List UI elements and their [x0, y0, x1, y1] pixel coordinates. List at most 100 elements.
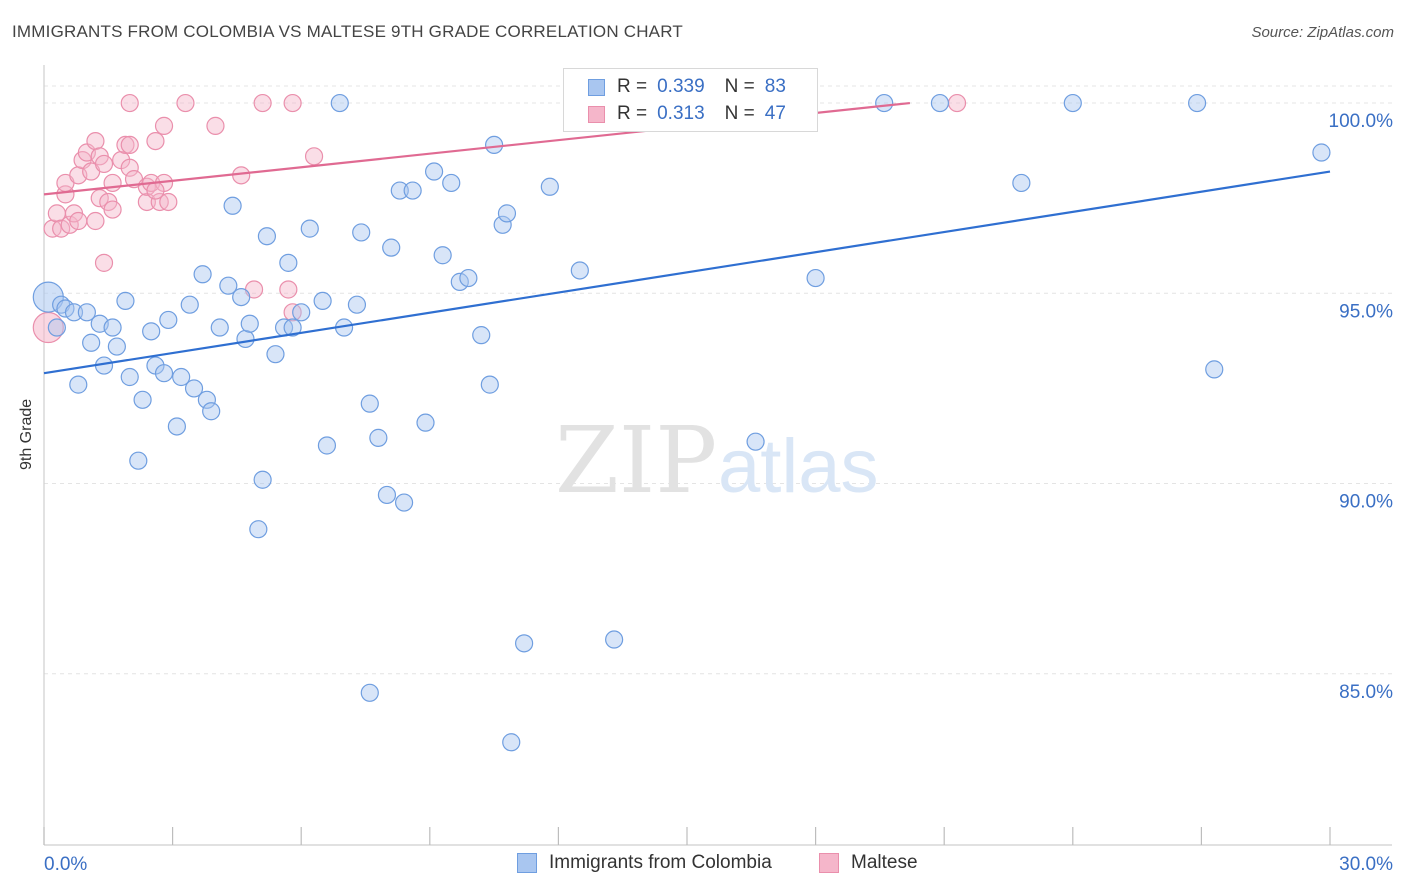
colombia-point: [485, 135, 504, 155]
y-tick-label: 90.0%: [1339, 492, 1393, 513]
legend-item-colombia[interactable]: Immigrants from Colombia: [517, 852, 772, 874]
colombia-point: [472, 326, 491, 345]
maltese-point: [86, 131, 105, 151]
colombia-point: [103, 318, 122, 337]
axes: [43, 65, 1392, 846]
colombia-point: [390, 181, 409, 200]
colombia-point: [253, 470, 272, 489]
colombia-point: [142, 322, 161, 341]
colombia-point: [540, 177, 559, 196]
y-tick-label: 85.0%: [1339, 682, 1393, 703]
colombia-point: [1063, 93, 1082, 113]
colombia-point: [202, 402, 221, 421]
colombia-point: [746, 432, 765, 451]
maltese-point: [283, 93, 302, 113]
colombia-point: [223, 196, 242, 215]
maltese-point: [304, 147, 324, 166]
colombia-point: [172, 367, 191, 387]
chart-title: IMMIGRANTS FROM COLOMBIA VS MALTESE 9TH …: [12, 22, 683, 41]
r-value: 0.339: [657, 76, 705, 97]
r-label: R =: [617, 103, 648, 124]
maltese-point: [232, 166, 251, 185]
maltese-legend-label: Maltese: [851, 852, 918, 873]
legend-item-maltese[interactable]: Maltese: [819, 852, 918, 874]
colombia-point: [442, 173, 461, 193]
colombia-legend-label: Immigrants from Colombia: [549, 852, 772, 873]
colombia-point: [347, 295, 367, 314]
y-tick-label: 95.0%: [1339, 301, 1393, 322]
watermark-zip: ZIP: [555, 407, 717, 514]
colombia-point: [360, 683, 379, 702]
colombia-point: [1188, 93, 1207, 113]
colombia-point: [184, 379, 204, 398]
maltese-point: [94, 253, 114, 272]
maltese-point: [52, 219, 71, 238]
maltese-point: [146, 181, 165, 200]
n-value: 83: [764, 76, 786, 97]
colombia-swatch: [588, 78, 605, 96]
colombia-point: [159, 310, 178, 330]
maltese-point: [103, 173, 122, 193]
maltese-point: [159, 192, 178, 212]
colombia-point: [515, 634, 534, 653]
colombia-point: [1312, 143, 1331, 162]
maltese-point: [90, 189, 109, 208]
colombia-point: [424, 162, 444, 181]
colombia-point: [69, 375, 88, 394]
maltese-point: [120, 135, 139, 155]
maltese-point: [60, 215, 79, 234]
colombia-point: [283, 318, 302, 337]
colombia-point: [82, 333, 101, 352]
colombia-point: [279, 253, 298, 272]
maltese-point: [120, 93, 139, 113]
colombia-point: [480, 375, 499, 394]
colombia-legend-swatch: [517, 853, 537, 873]
colombia-point: [56, 299, 75, 318]
series-legend: Immigrants from Colombia Maltese: [0, 852, 1406, 876]
colombia-point: [193, 265, 212, 284]
n-value: 47: [764, 103, 786, 124]
watermark-atlas: atlas: [718, 424, 879, 509]
y-tick-label: 100.0%: [1329, 111, 1394, 132]
colombia-point: [292, 303, 311, 322]
maltese-point: [103, 200, 122, 219]
colombia-point: [154, 364, 174, 383]
colombia-point: [210, 318, 229, 337]
colombia-point: [129, 451, 148, 470]
colombia-point: [403, 181, 422, 200]
trend-lines: [43, 101, 1331, 375]
colombia-point: [313, 291, 332, 311]
colombia-point: [382, 238, 401, 257]
maltese-point: [116, 135, 135, 155]
colombia-point: [77, 303, 96, 322]
maltese-point: [86, 211, 105, 231]
maltese-point: [94, 154, 114, 174]
watermark: ZIP atlas: [555, 407, 879, 514]
colombia-point: [120, 367, 139, 387]
n-label: N =: [724, 103, 755, 124]
colombia-point: [352, 223, 371, 242]
colombia-point: [806, 268, 825, 288]
tick-labels: 100.0% 95.0% 90.0% 85.0% 0.0% 30.0%: [44, 111, 1393, 875]
colombia-point: [493, 215, 512, 234]
colombia-point: [107, 337, 126, 356]
stats-legend: R = 0.339 N = 83 R = 0.313 N = 47: [563, 68, 818, 132]
source-label: Source: ZipAtlas.com: [1251, 24, 1394, 41]
maltese-point: [947, 93, 967, 113]
colombia-point: [300, 219, 319, 238]
maltese-point: [279, 280, 298, 299]
colombia-point: [257, 227, 277, 246]
colombia-point: [32, 281, 64, 313]
colombia-points: [32, 93, 1331, 752]
colombia-point: [167, 417, 186, 436]
colombia-point: [330, 93, 349, 113]
maltese-point: [253, 93, 272, 113]
r-label: R =: [617, 76, 648, 97]
colombia-point: [133, 390, 152, 409]
colombia-point: [180, 295, 199, 314]
colombia-point: [236, 329, 255, 349]
x-tick-label: 30.0%: [1339, 854, 1393, 875]
colombia-point: [116, 291, 135, 311]
colombia-point: [369, 428, 388, 447]
